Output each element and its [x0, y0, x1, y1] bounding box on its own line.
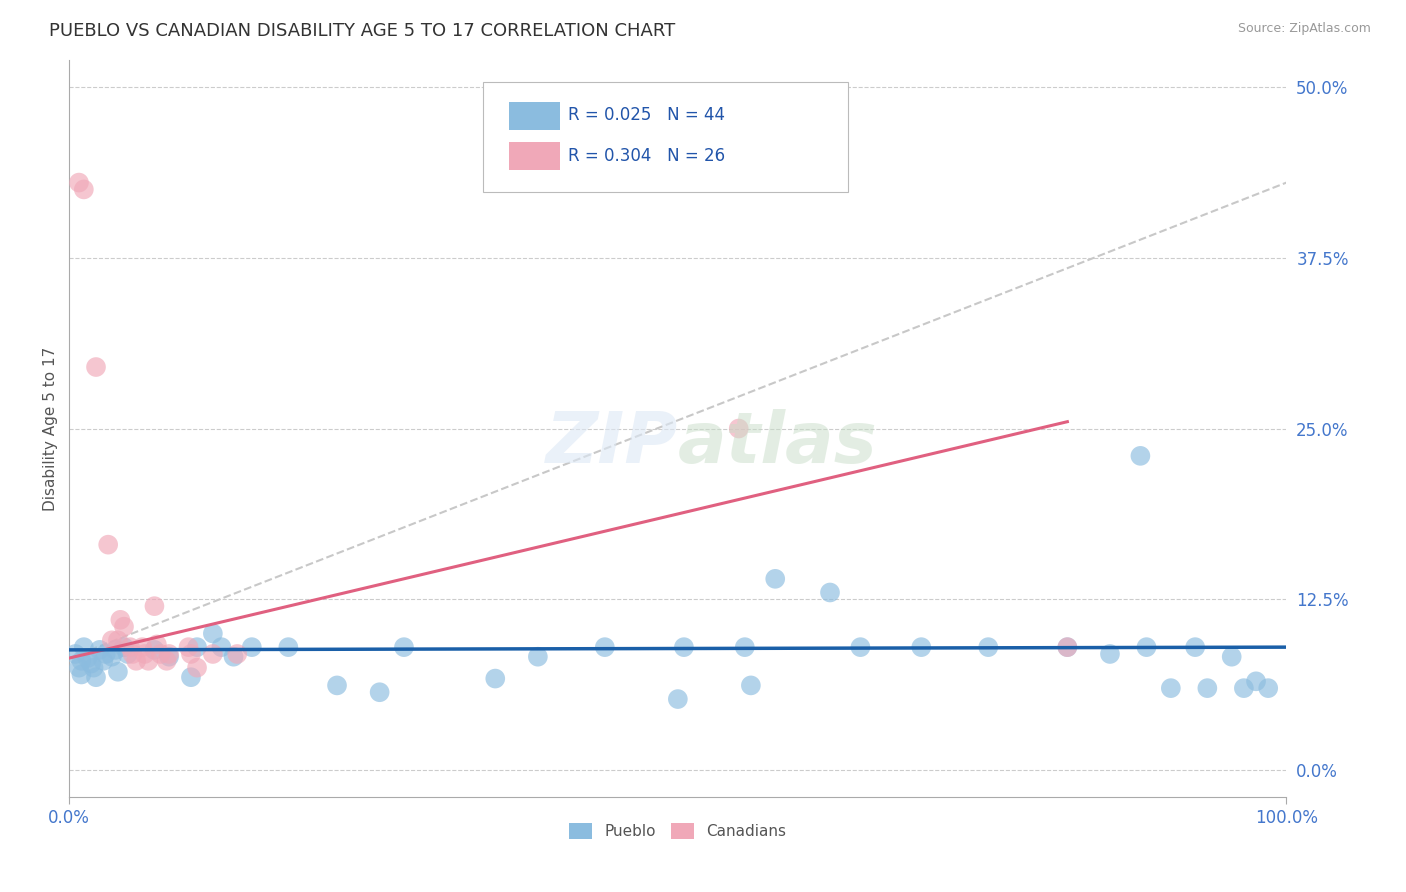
FancyBboxPatch shape — [509, 102, 560, 129]
Point — [910, 640, 932, 654]
Point — [65, 647, 87, 661]
Point — [727, 421, 749, 435]
Point — [849, 640, 872, 654]
Point — [157, 647, 180, 661]
Point — [177, 640, 200, 654]
Text: atlas: atlas — [678, 409, 877, 478]
Point — [392, 640, 415, 654]
Point — [155, 654, 177, 668]
Point — [201, 626, 224, 640]
Point — [120, 640, 142, 654]
Point — [70, 654, 93, 668]
Point — [1257, 681, 1279, 695]
Point — [143, 643, 166, 657]
Point — [101, 633, 124, 648]
Point — [146, 637, 169, 651]
Point — [143, 599, 166, 614]
Point — [368, 685, 391, 699]
Point — [104, 643, 127, 657]
Point — [138, 654, 160, 668]
Point — [734, 640, 756, 654]
Point — [110, 613, 132, 627]
Point — [91, 654, 114, 668]
Point — [83, 660, 105, 674]
Point — [84, 359, 107, 374]
Point — [186, 640, 208, 654]
Point — [117, 647, 139, 661]
Point — [240, 640, 263, 654]
Point — [107, 665, 129, 679]
Text: Source: ZipAtlas.com: Source: ZipAtlas.com — [1237, 22, 1371, 36]
Point — [672, 640, 695, 654]
Point — [1056, 640, 1078, 654]
Point — [201, 647, 224, 661]
Point — [76, 651, 98, 665]
Point — [186, 660, 208, 674]
Point — [94, 647, 117, 661]
Point — [818, 585, 841, 599]
Point — [209, 640, 232, 654]
Point — [666, 692, 689, 706]
Point — [1056, 640, 1078, 654]
Text: R = 0.025   N = 44: R = 0.025 N = 44 — [568, 106, 725, 124]
Point — [1197, 681, 1219, 695]
Point — [226, 647, 249, 661]
Point — [277, 640, 299, 654]
Point — [112, 640, 135, 654]
Text: PUEBLO VS CANADIAN DISABILITY AGE 5 TO 17 CORRELATION CHART: PUEBLO VS CANADIAN DISABILITY AGE 5 TO 1… — [49, 22, 675, 40]
Point — [84, 670, 107, 684]
Point — [484, 672, 506, 686]
Point — [73, 182, 96, 196]
Point — [180, 647, 202, 661]
FancyBboxPatch shape — [484, 82, 848, 193]
Point — [1184, 640, 1206, 654]
Point — [73, 640, 96, 654]
Legend: Pueblo, Canadians: Pueblo, Canadians — [564, 817, 793, 845]
Point — [1160, 681, 1182, 695]
Point — [326, 678, 349, 692]
Point — [527, 649, 550, 664]
Point — [112, 620, 135, 634]
Point — [67, 176, 90, 190]
Text: R = 0.304   N = 26: R = 0.304 N = 26 — [568, 146, 725, 164]
Y-axis label: Disability Age 5 to 17: Disability Age 5 to 17 — [44, 346, 58, 510]
Point — [1220, 649, 1243, 664]
Point — [67, 660, 90, 674]
Point — [222, 649, 245, 664]
Text: ZIP: ZIP — [546, 409, 678, 478]
Point — [134, 647, 156, 661]
Point — [107, 633, 129, 648]
Point — [157, 649, 180, 664]
Point — [125, 654, 148, 668]
Point — [1129, 449, 1152, 463]
Point — [97, 538, 120, 552]
Point — [101, 649, 124, 664]
Point — [70, 667, 93, 681]
Point — [121, 647, 143, 661]
Point — [593, 640, 616, 654]
Point — [180, 670, 202, 684]
Point — [1244, 674, 1267, 689]
FancyBboxPatch shape — [509, 142, 560, 170]
Point — [740, 678, 762, 692]
Point — [80, 657, 103, 671]
Point — [131, 640, 153, 654]
Point — [1135, 640, 1157, 654]
Point — [149, 647, 172, 661]
Point — [763, 572, 786, 586]
Point — [1233, 681, 1256, 695]
Point — [1098, 647, 1121, 661]
Point — [977, 640, 1000, 654]
Point — [89, 643, 111, 657]
